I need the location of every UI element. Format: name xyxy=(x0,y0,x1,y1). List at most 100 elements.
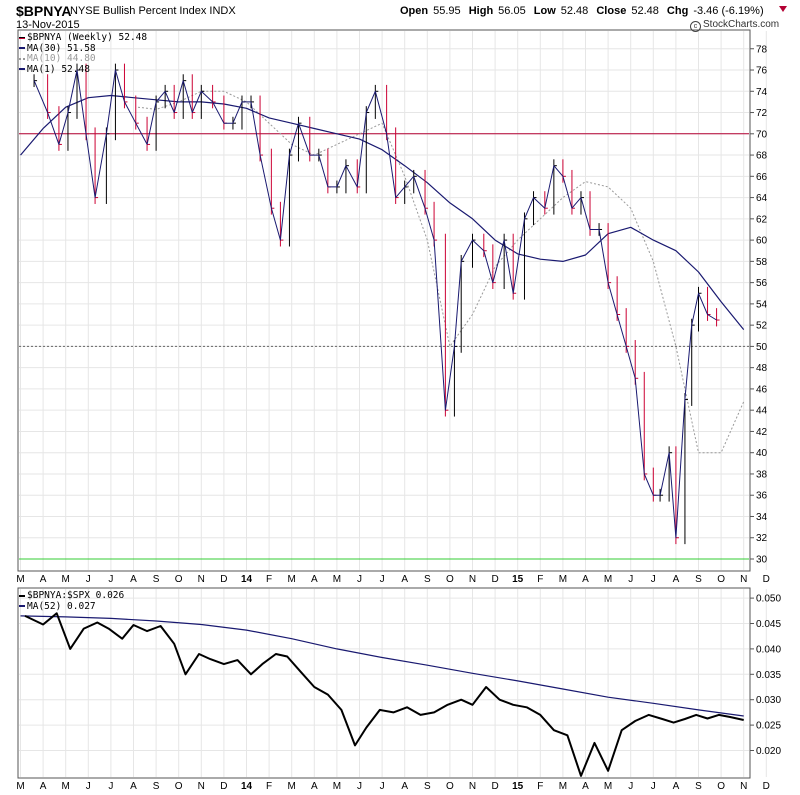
x-tick-label: N xyxy=(469,574,476,585)
y-tick-label: 40 xyxy=(756,448,768,459)
x-tick-label: M xyxy=(62,574,70,585)
x-tick-label: A xyxy=(582,574,589,585)
y-tick-label: 0.035 xyxy=(756,670,781,681)
legend-ma30: MA(30) 51.58 xyxy=(19,42,147,55)
x-tick-label: M xyxy=(16,574,24,585)
x-tick-label: A xyxy=(311,574,318,585)
x-tick-label: A xyxy=(130,781,137,792)
x-tick-label: J xyxy=(628,781,633,792)
x-tick-label: M xyxy=(288,781,296,792)
legend-ma1-swatch xyxy=(19,68,25,70)
x-tick-label: J xyxy=(108,781,113,792)
x-tick-label: 14 xyxy=(241,574,253,585)
y-tick-label: 46 xyxy=(756,384,768,395)
x-tick-label: A xyxy=(401,574,408,585)
x-tick-label: D xyxy=(491,574,498,585)
x-tick-label: S xyxy=(424,574,431,585)
x-tick-label: J xyxy=(357,574,362,585)
x-tick-label: O xyxy=(446,574,454,585)
y-tick-label: 72 xyxy=(756,108,768,119)
y-tick-label: 38 xyxy=(756,469,768,480)
x-tick-label: A xyxy=(401,781,408,792)
low-value: 52.48 xyxy=(560,5,589,17)
x-tick-label: A xyxy=(673,574,680,585)
x-tick-label: D xyxy=(763,574,770,585)
legend-main: $BPNYA (Weekly) 52.48 xyxy=(19,32,147,44)
legend-ma52-text: MA(52) 0.027 xyxy=(27,600,96,612)
y-tick-label: 52 xyxy=(756,321,768,332)
y-tick-label: 0.040 xyxy=(756,644,781,655)
y-tick-label: 0.050 xyxy=(756,594,781,605)
ohlc-readout: Open 55.95 High 56.05 Low 52.48 Close 52.48 … xyxy=(400,5,769,17)
x-tick-label: S xyxy=(424,781,431,792)
y-tick-label: 70 xyxy=(756,129,768,140)
y-tick-label: 0.045 xyxy=(756,619,781,630)
x-tick-label: D xyxy=(491,781,498,792)
x-tick-label: O xyxy=(717,574,725,585)
y-tick-label: 30 xyxy=(756,555,768,566)
x-tick-label: A xyxy=(673,781,680,792)
x-tick-label: D xyxy=(763,781,770,792)
x-tick-label: O xyxy=(446,781,454,792)
y-tick-label: 44 xyxy=(756,406,768,417)
x-tick-label: J xyxy=(380,781,385,792)
price-panel-frame xyxy=(17,29,751,572)
x-tick-label: M xyxy=(16,781,24,792)
y-tick-label: 32 xyxy=(756,533,768,544)
x-tick-label: F xyxy=(537,574,543,585)
open-label: Open xyxy=(400,5,429,17)
ma10-line xyxy=(137,90,745,454)
x-tick-label: O xyxy=(717,781,725,792)
y-tick-label: 76 xyxy=(756,66,768,77)
x-tick-label: A xyxy=(582,781,589,792)
y-tick-label: 58 xyxy=(756,257,768,268)
x-tick-label: S xyxy=(153,574,160,585)
x-tick-label: M xyxy=(288,574,296,585)
open-value: 55.95 xyxy=(433,5,461,17)
legend-ma1: MA(1) 52.48 xyxy=(19,63,147,76)
chg-value: -3.46 (-6.19%) xyxy=(693,5,764,17)
legend-ma52-swatch xyxy=(19,605,25,607)
x-tick-label: N xyxy=(198,781,205,792)
y-tick-label: 48 xyxy=(756,363,768,374)
legend-ma30-text: MA(30) 51.58 xyxy=(27,42,96,54)
y-tick-label: 74 xyxy=(756,87,768,98)
x-tick-label: A xyxy=(40,781,47,792)
x-tick-label: N xyxy=(740,781,747,792)
chart-menu-arrow-icon[interactable] xyxy=(779,6,787,12)
x-tick-label: J xyxy=(651,574,656,585)
close-value: 52.48 xyxy=(631,5,659,17)
x-tick-label: N xyxy=(740,574,747,585)
y-tick-label: 54 xyxy=(756,299,768,310)
copyright-icon: c xyxy=(690,21,701,32)
symbol-title: $BPNYA xyxy=(16,3,72,19)
legend-top: $BPNYA (Weekly) 52.48 MA(30) 51.58 MA(10… xyxy=(19,32,147,76)
x-tick-label: F xyxy=(266,574,272,585)
legend-ma10: MA(10) 44.80 xyxy=(19,53,147,65)
stockcharts-credit[interactable]: c StockCharts.com xyxy=(690,19,779,32)
x-tick-label: D xyxy=(220,781,227,792)
y-tick-label: 0.030 xyxy=(756,695,781,706)
x-tick-label: S xyxy=(695,781,702,792)
ma52-line xyxy=(20,615,744,717)
close-label: Close xyxy=(596,5,627,17)
y-tick-label: 62 xyxy=(756,214,768,225)
chart-date: 13-Nov-2015 xyxy=(16,19,80,31)
y-tick-label: 78 xyxy=(756,44,768,55)
legend-ma10-swatch xyxy=(19,57,25,60)
x-tick-label: J xyxy=(108,574,113,585)
high-label: High xyxy=(468,5,494,17)
x-tick-label: 15 xyxy=(512,781,524,792)
y-tick-label: 34 xyxy=(756,512,768,523)
x-tick-label: J xyxy=(628,574,633,585)
legend-ma1-text: MA(1) 52.48 xyxy=(27,63,90,75)
x-tick-label: N xyxy=(469,781,476,792)
x-tick-label: M xyxy=(604,781,612,792)
x-tick-label: F xyxy=(537,781,543,792)
x-tick-label: D xyxy=(220,574,227,585)
ratio-panel-frame xyxy=(17,587,751,779)
legend-bottom: $BPNYA:$SPX 0.026 MA(52) 0.027 xyxy=(19,590,124,612)
ma1-line xyxy=(33,69,717,539)
credit-text: StockCharts.com xyxy=(703,19,780,30)
